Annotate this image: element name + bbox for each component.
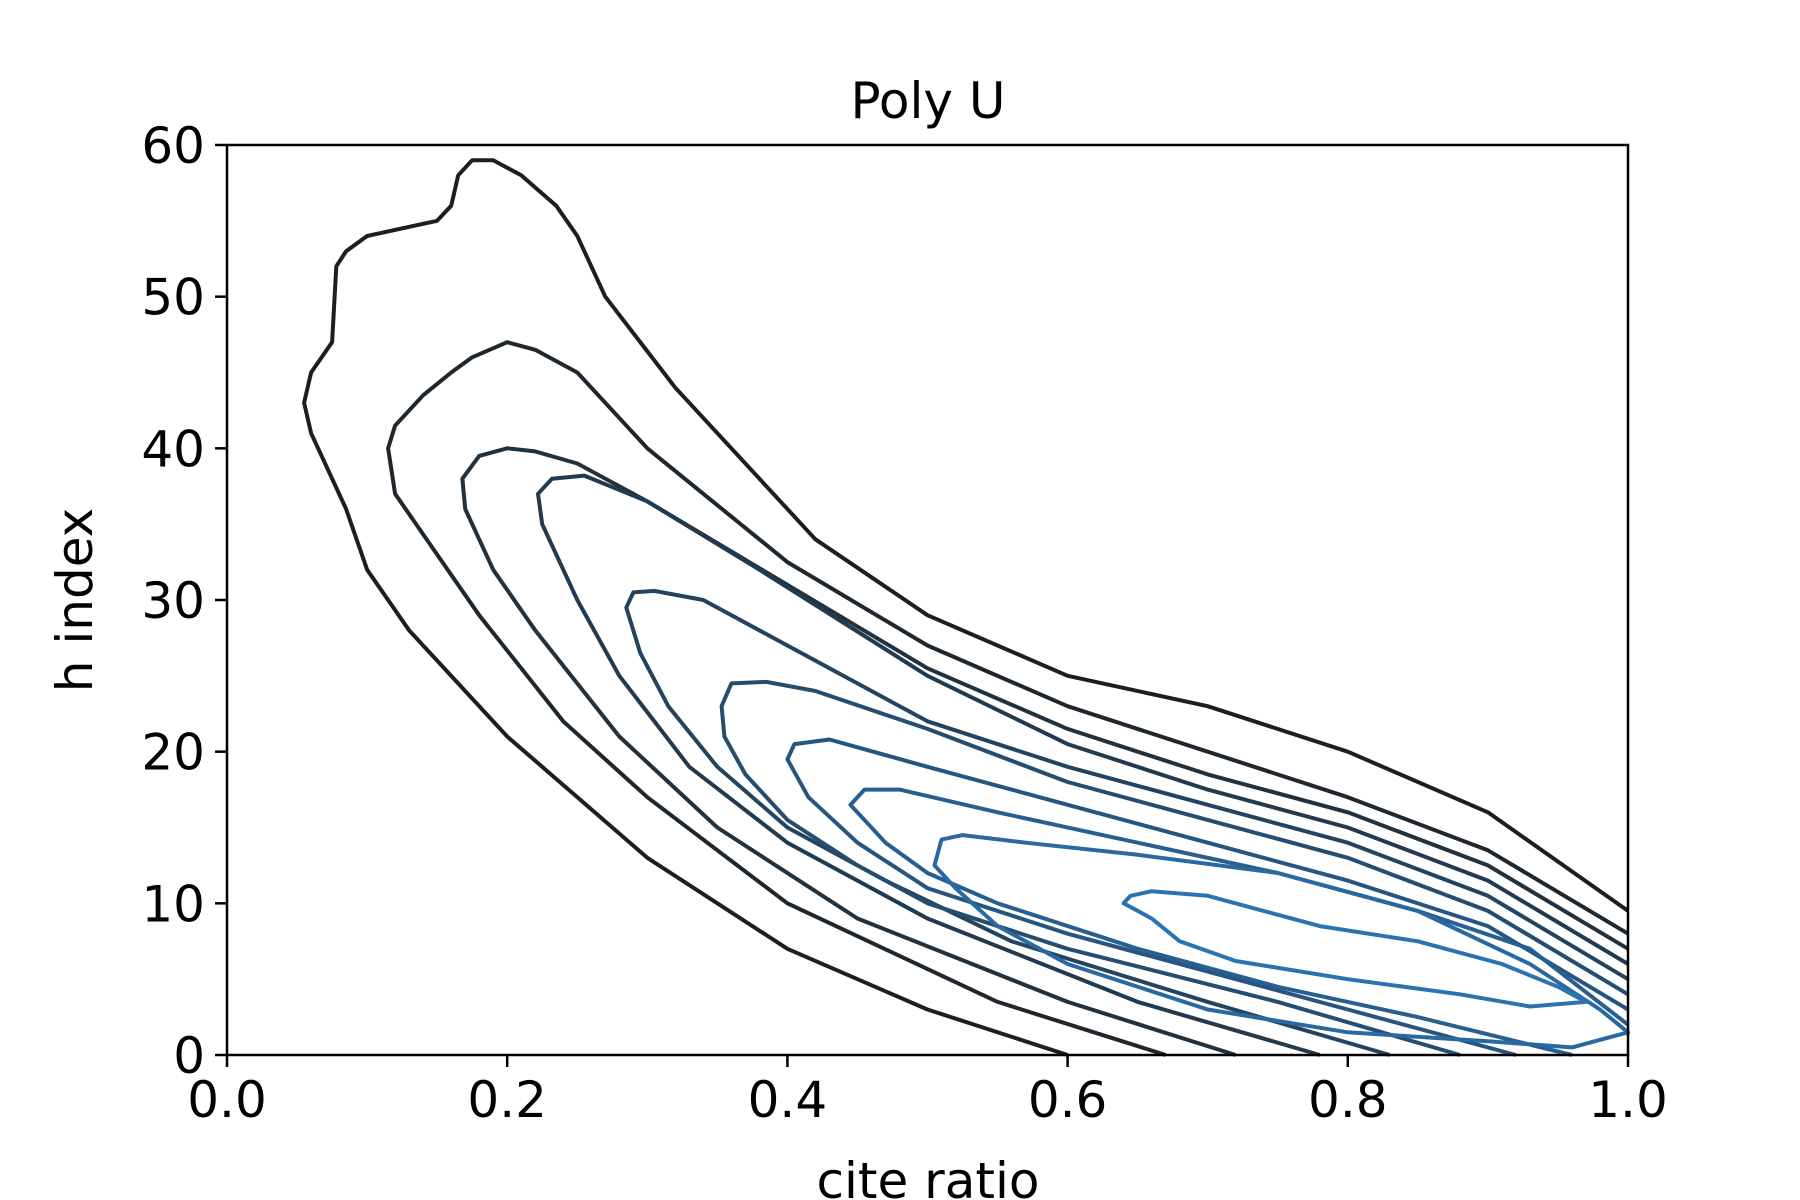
- contour-line-6: [719, 679, 1630, 1057]
- y-tick-label: 0: [173, 1027, 205, 1085]
- y-axis: 0 10 20 30 40 50 60: [141, 117, 227, 1085]
- y-axis-label: h index: [46, 508, 104, 692]
- y-tick-label: 20: [141, 724, 205, 782]
- contour-line-7: [785, 737, 1630, 1057]
- x-tick-label: 0.0: [187, 1071, 267, 1129]
- x-tick-label: 0.2: [467, 1071, 547, 1129]
- x-tick-label: 0.6: [1028, 1071, 1108, 1129]
- contour-line-4: [536, 473, 1630, 1057]
- x-tick-label: 0.4: [748, 1071, 828, 1129]
- y-tick-label: 60: [141, 117, 205, 175]
- y-tick-label: 10: [141, 875, 205, 933]
- x-axis-label: cite ratio: [817, 1152, 1040, 1200]
- contour-line-3: [460, 446, 1630, 1057]
- contour-line-2: [386, 340, 1630, 1057]
- x-tick-label: 0.8: [1308, 1071, 1388, 1129]
- y-tick-label: 40: [141, 420, 205, 478]
- chart-title: Poly U: [851, 72, 1006, 130]
- contour-line-9: [932, 833, 1630, 1050]
- y-tick-label: 50: [141, 269, 205, 327]
- contour-line-1: [302, 158, 1630, 1057]
- x-tick-label: 1.0: [1588, 1071, 1668, 1129]
- x-axis: 0.0 0.2 0.4 0.6 0.8 1.0: [187, 1055, 1668, 1129]
- contour-layer: [302, 158, 1630, 1057]
- y-tick-label: 30: [141, 572, 205, 630]
- contour-line-10: [1121, 889, 1588, 1009]
